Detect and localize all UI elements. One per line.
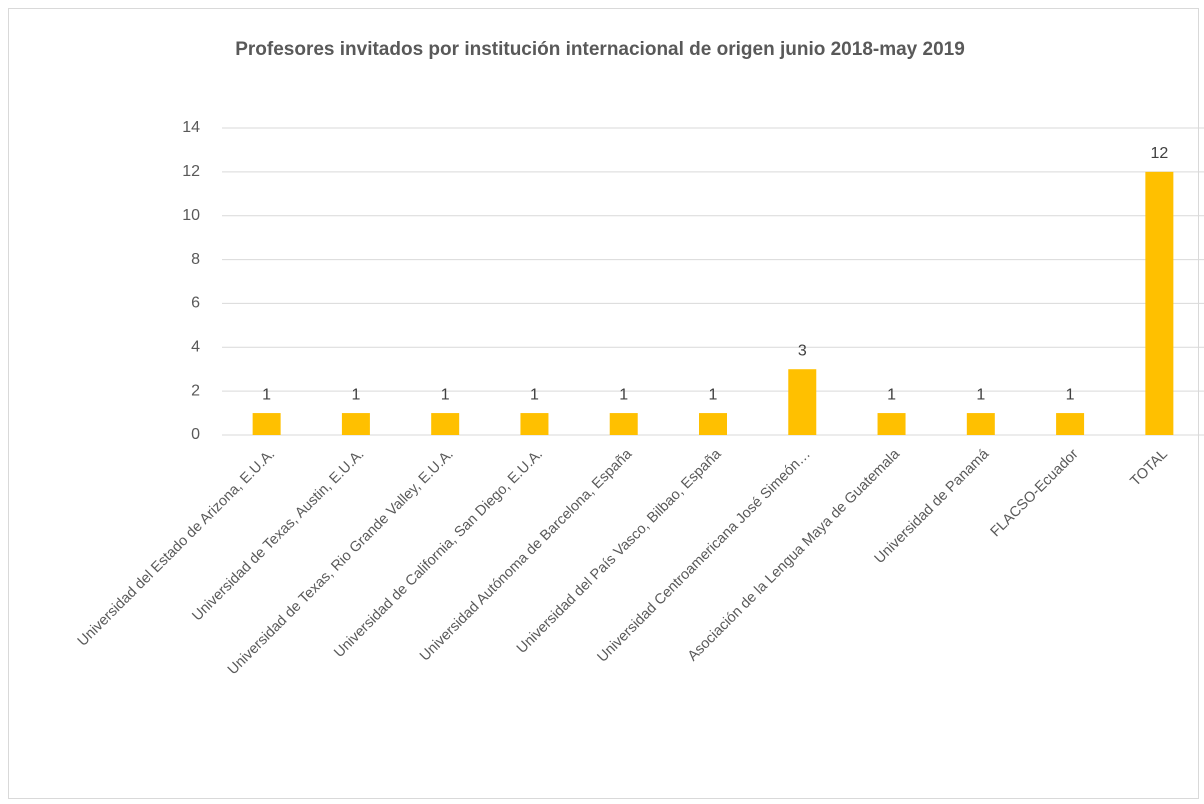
bar bbox=[966, 413, 995, 435]
data-label: 1 bbox=[709, 386, 718, 403]
bar bbox=[788, 369, 817, 435]
bar bbox=[1056, 413, 1085, 435]
data-label: 12 bbox=[1150, 145, 1168, 162]
y-tick-label: 12 bbox=[182, 163, 200, 180]
chart-title: Profesores invitados por institución int… bbox=[235, 39, 965, 60]
bar bbox=[877, 413, 906, 435]
y-tick-label: 8 bbox=[191, 251, 200, 268]
y-tick-label: 10 bbox=[182, 207, 200, 224]
chart-border bbox=[8, 8, 1199, 799]
y-tick-label: 6 bbox=[191, 295, 200, 312]
bar bbox=[341, 413, 370, 435]
data-label: 1 bbox=[262, 386, 271, 403]
bar bbox=[431, 413, 460, 435]
bar bbox=[609, 413, 638, 435]
data-label: 1 bbox=[351, 386, 360, 403]
y-tick-label: 2 bbox=[191, 382, 200, 399]
y-tick-label: 4 bbox=[191, 339, 200, 356]
y-tick-label: 14 bbox=[182, 119, 200, 136]
bar bbox=[252, 413, 281, 435]
bar bbox=[1145, 171, 1174, 435]
data-label: 1 bbox=[530, 386, 539, 403]
data-label: 1 bbox=[976, 386, 985, 403]
data-label: 1 bbox=[887, 386, 896, 403]
data-label: 1 bbox=[619, 386, 628, 403]
data-label: 3 bbox=[798, 342, 807, 359]
data-label: 1 bbox=[441, 386, 450, 403]
bar bbox=[520, 413, 549, 435]
bar bbox=[699, 413, 727, 435]
data-label: 1 bbox=[1066, 386, 1075, 403]
y-tick-label: 0 bbox=[191, 426, 200, 443]
